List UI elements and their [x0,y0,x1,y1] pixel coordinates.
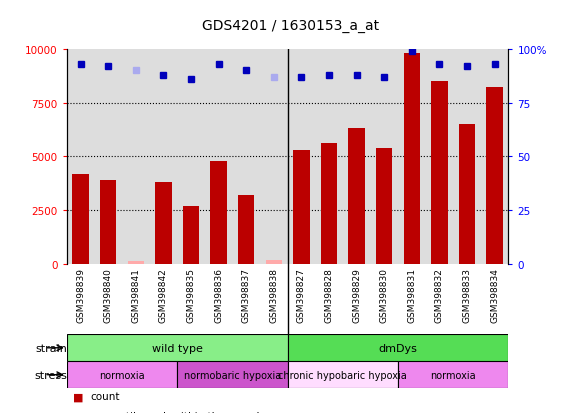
Text: normoxia: normoxia [99,370,145,380]
Text: GDS4201 / 1630153_a_at: GDS4201 / 1630153_a_at [202,19,379,33]
Text: normobaric hypoxia: normobaric hypoxia [184,370,281,380]
Bar [177,361,288,388]
Text: GSM398842: GSM398842 [159,268,168,323]
Bar [155,183,172,264]
Text: GSM398835: GSM398835 [187,268,195,323]
Text: ■: ■ [73,392,83,401]
Text: wild type: wild type [152,343,203,353]
Text: GSM398828: GSM398828 [325,268,333,323]
Bar [182,206,199,264]
Text: GSM398838: GSM398838 [270,268,278,323]
Bar [293,150,310,264]
Bar [321,144,337,264]
Bar [288,361,398,388]
Bar [376,148,393,264]
Text: GSM398841: GSM398841 [131,268,140,323]
Bar [403,54,420,264]
Bar [348,129,365,264]
Text: ■: ■ [73,411,83,413]
Text: GSM398836: GSM398836 [214,268,223,323]
Text: GSM398830: GSM398830 [380,268,389,323]
Text: stress: stress [34,370,67,380]
Text: GSM398833: GSM398833 [462,268,471,323]
Text: chronic hypobaric hypoxia: chronic hypobaric hypoxia [278,370,407,380]
Text: GSM398834: GSM398834 [490,268,499,323]
Bar [100,180,116,264]
Text: strain: strain [35,343,67,353]
Bar [486,88,503,264]
Text: count: count [90,392,120,401]
Bar [398,361,508,388]
Text: GSM398840: GSM398840 [104,268,113,323]
Bar [67,361,177,388]
Bar [67,335,288,361]
Text: GSM398839: GSM398839 [76,268,85,323]
Bar [431,82,447,264]
Text: GSM398837: GSM398837 [242,268,250,323]
Bar [127,262,144,264]
Bar [238,196,254,264]
Bar [266,260,282,264]
Text: GSM398829: GSM398829 [352,268,361,323]
Bar [288,335,508,361]
Bar [210,161,227,264]
Text: dmDys: dmDys [379,343,417,353]
Text: percentile rank within the sample: percentile rank within the sample [90,411,266,413]
Text: GSM398832: GSM398832 [435,268,444,323]
Bar [72,174,89,264]
Text: GSM398827: GSM398827 [297,268,306,323]
Text: normoxia: normoxia [431,370,476,380]
Bar [459,125,475,264]
Text: GSM398831: GSM398831 [407,268,416,323]
